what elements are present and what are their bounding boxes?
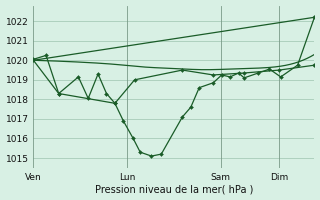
X-axis label: Pression niveau de la mer( hPa ): Pression niveau de la mer( hPa ) bbox=[95, 184, 253, 194]
